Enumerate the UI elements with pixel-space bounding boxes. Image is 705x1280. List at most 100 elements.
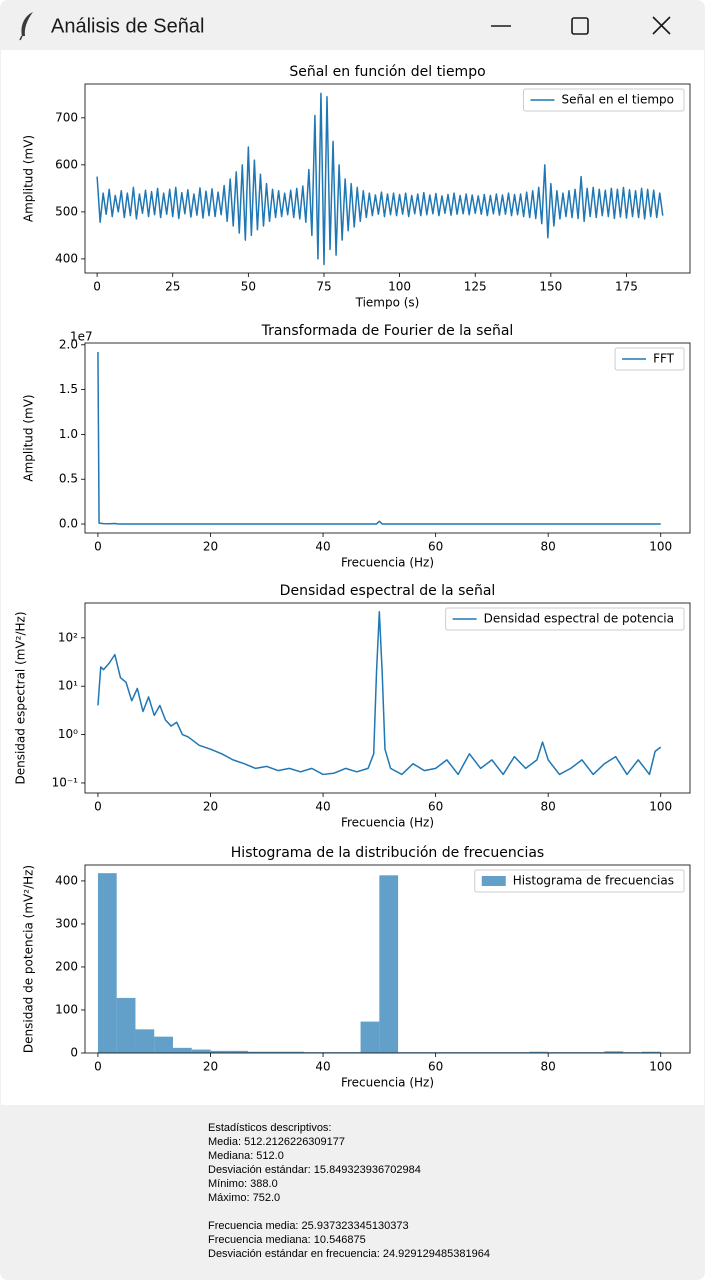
legend-box xyxy=(445,607,685,631)
histogram-bar xyxy=(248,1051,267,1053)
x-axis-label: Tiempo (s) xyxy=(355,296,420,310)
stat-line: Máximo: 752.0 xyxy=(208,1192,280,1204)
histogram-bar xyxy=(210,1050,230,1053)
histogram-bar xyxy=(585,1052,605,1053)
y-tick-label: 0.5 xyxy=(59,472,78,486)
histogram-bar xyxy=(191,1049,211,1053)
x-tick-label: 100 xyxy=(649,800,672,814)
y-tick-label: 10² xyxy=(58,630,78,644)
x-tick-label: 25 xyxy=(165,280,180,294)
x-tick-label: 0 xyxy=(93,280,101,294)
chart-title: Histograma de la distribución de frecuen… xyxy=(231,845,544,861)
legend: Histograma de frecuencias xyxy=(474,869,685,893)
x-tick-label: 20 xyxy=(203,540,218,554)
legend-box xyxy=(522,88,685,112)
stat-line: Media: 512.2126226309177 xyxy=(208,1136,345,1148)
histogram-bar xyxy=(379,875,399,1053)
x-tick-label: 100 xyxy=(388,280,411,294)
stat-line: Frecuencia media: 25.937323345130373 xyxy=(208,1220,409,1232)
y-tick-label: 400 xyxy=(55,251,78,265)
histogram-bar xyxy=(641,1051,661,1053)
legend-label: Histograma de frecuencias xyxy=(513,874,674,888)
y-tick-label: 300 xyxy=(55,916,78,930)
minimize-button[interactable] xyxy=(476,6,526,46)
legend-label: FFT xyxy=(653,352,675,366)
maximize-button[interactable] xyxy=(556,6,606,46)
histogram-bar xyxy=(566,1052,586,1053)
stat-line: Mediana: 512.0 xyxy=(208,1150,284,1162)
x-tick-label: 40 xyxy=(315,800,330,814)
x-axis-label: Frecuencia (Hz) xyxy=(341,1076,434,1090)
y-tick-label: 10⁰ xyxy=(58,727,78,741)
plot-area xyxy=(97,611,662,776)
x-tick-label: 40 xyxy=(315,540,330,554)
plot-area xyxy=(97,351,661,525)
plot-area xyxy=(96,92,664,266)
histogram-bar xyxy=(116,997,136,1053)
chart: Histograma de la distribución de frecuen… xyxy=(22,845,691,1090)
histogram-bar xyxy=(229,1050,249,1053)
y-tick-label: 700 xyxy=(55,110,78,124)
histogram-bar xyxy=(360,1021,380,1053)
x-tick-label: 80 xyxy=(541,800,556,814)
y-tick-label: 2.0 xyxy=(59,337,78,351)
x-tick-label: 60 xyxy=(428,800,443,814)
figure-canvas xyxy=(1,50,704,1105)
y-tick-label: 1.5 xyxy=(59,382,78,396)
stat-line: Mínimo: 388.0 xyxy=(208,1178,278,1190)
window-title: Análisis de Señal xyxy=(51,15,204,37)
histogram-bar xyxy=(623,1052,642,1053)
axes-frame xyxy=(84,83,691,274)
y-tick-label: 0 xyxy=(70,1046,78,1060)
histogram-bar xyxy=(548,1052,567,1053)
y-tick-label: 0.0 xyxy=(59,517,78,531)
x-tick-label: 150 xyxy=(539,280,562,294)
histogram-bar xyxy=(529,1051,549,1053)
y-axis-label: Amplitud (mV) xyxy=(22,135,36,222)
x-tick-label: 175 xyxy=(615,280,638,294)
stat-line: Desviación estándar: 15.849323936702984 xyxy=(208,1164,421,1176)
axes-frame xyxy=(84,342,691,534)
chart-title: Transformada de Fourier de la señal xyxy=(261,323,514,339)
chart-title: Densidad espectral de la señal xyxy=(280,583,496,599)
y-tick-label: 1.0 xyxy=(59,427,78,441)
x-tick-label: 0 xyxy=(94,800,102,814)
x-tick-label: 40 xyxy=(315,1060,330,1074)
legend: Densidad espectral de potencia xyxy=(445,607,685,631)
histogram-bar xyxy=(341,1052,361,1053)
histogram-bar xyxy=(135,1029,155,1053)
close-button[interactable] xyxy=(636,6,686,46)
y-axis-label: Amplitud (mV) xyxy=(22,394,36,481)
histogram-bar xyxy=(491,1052,511,1053)
stat-line: Desviación estándar en frecuencia: 24.92… xyxy=(208,1248,490,1260)
stat-line: Frecuencia mediana: 10.546875 xyxy=(208,1234,366,1246)
y-tick-label: 10⁻¹ xyxy=(52,775,79,789)
histogram-bar xyxy=(416,1052,436,1053)
x-tick-label: 125 xyxy=(464,280,487,294)
stat-line: Estadísticos descriptivos: xyxy=(208,1122,332,1134)
series-line xyxy=(97,351,661,525)
x-tick-label: 20 xyxy=(203,1060,218,1074)
y-tick-label: 10¹ xyxy=(58,679,78,693)
histogram-bar xyxy=(604,1051,624,1053)
histogram-bar xyxy=(473,1052,492,1053)
histogram-bar xyxy=(454,1052,474,1053)
y-offset-label: 1e7 xyxy=(70,330,93,344)
y-tick-label: 100 xyxy=(55,1002,78,1016)
x-axis-label: Frecuencia (Hz) xyxy=(341,556,434,570)
chart: Transformada de Fourier de la señal Frecu… xyxy=(22,323,691,570)
x-tick-label: 0 xyxy=(94,1060,102,1074)
app-icon xyxy=(19,12,33,41)
x-tick-label: 100 xyxy=(649,540,672,554)
x-axis-label: Frecuencia (Hz) xyxy=(341,816,434,830)
x-tick-label: 60 xyxy=(428,540,443,554)
series-line xyxy=(97,611,662,776)
x-tick-label: 80 xyxy=(541,1060,556,1074)
y-tick-label: 500 xyxy=(55,204,78,218)
y-axis-label: Densidad espectral (mV²/Hz) xyxy=(14,611,28,784)
x-tick-label: 20 xyxy=(203,800,218,814)
histogram-bar xyxy=(154,1036,173,1053)
histogram-bar xyxy=(285,1051,305,1053)
legend-swatch xyxy=(481,876,506,886)
